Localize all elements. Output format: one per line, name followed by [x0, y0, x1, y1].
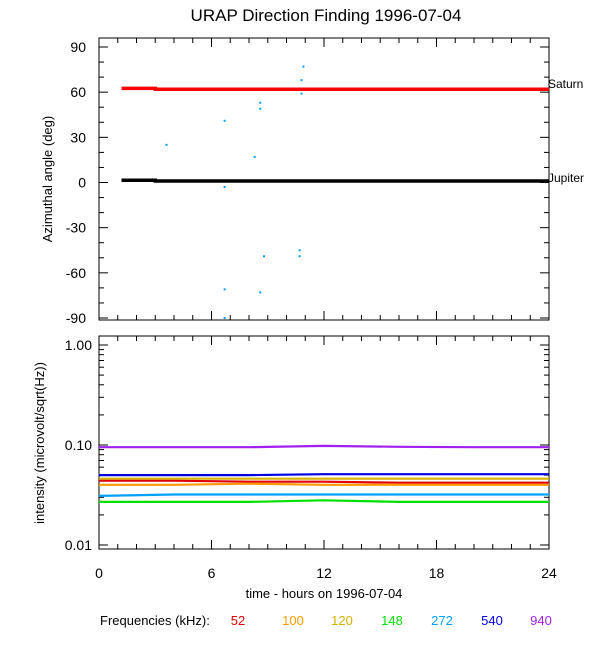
- azimuth-point: [300, 92, 303, 95]
- azimuth-point: [259, 291, 262, 294]
- intensity-line-540khz: [99, 473, 549, 477]
- x-tick-label: 24: [541, 565, 557, 581]
- azimuth-y-axis-label: Azimuthal angle (deg): [40, 116, 55, 242]
- azimuth-point: [223, 119, 226, 122]
- legend-item-540khz: 540: [481, 613, 503, 628]
- azimuth-point: [298, 249, 301, 252]
- azimuth-point: [300, 79, 303, 82]
- legend-item-120khz: 120: [331, 613, 353, 628]
- legend-items: 52 100 120 148 272 540 940: [231, 613, 552, 628]
- legend-item-272khz: 272: [431, 613, 453, 628]
- x-axis-label: time - hours on 1996-07-04: [246, 586, 403, 601]
- azimuth-panel: 90 60 30 0 -30 -60 -90 Azimuthal angle (deg) S…: [40, 37, 584, 326]
- x-tick-label: 12: [316, 565, 332, 581]
- saturn-label: Saturn: [548, 77, 583, 91]
- azimuth-point: [223, 186, 226, 189]
- intensity-plot-frame: [98, 335, 550, 550]
- azimuth-points: [165, 65, 305, 319]
- intensity-line-100khz: [99, 482, 549, 486]
- intensity-y-tick-label: 0.10: [65, 437, 92, 453]
- series-line-saturn: [121, 86, 549, 91]
- azimuth-y-tick-label: -30: [66, 220, 86, 236]
- intensity-line-148khz: [99, 499, 549, 503]
- azimuth-y-tick-label: -60: [66, 265, 86, 281]
- intensity-line-272khz: [98, 493, 549, 497]
- x-tick-label: 6: [208, 565, 216, 581]
- intensity-y-axis-label: intensity (microvolt/sqrt(Hz)): [32, 362, 47, 524]
- x-tick-label: 0: [95, 565, 103, 581]
- azimuth-y-tick-label: 30: [70, 129, 86, 145]
- azimuth-point: [259, 101, 262, 104]
- x-tick-label: 18: [429, 565, 445, 581]
- series-line-jupiter: [121, 178, 549, 183]
- legend-item-940khz: 940: [530, 613, 552, 628]
- azimuth-point: [302, 65, 305, 68]
- legend-item-52khz: 52: [231, 613, 245, 628]
- azimuth-point: [165, 143, 168, 146]
- legend-label: Frequencies (kHz):: [100, 613, 210, 628]
- intensity-panel: 1.00 0.10 0.01 0 6 12 18 24 intensity (microvo…: [32, 335, 557, 601]
- azimuth-y-tick-label: -90: [66, 310, 86, 326]
- azimuth-point: [223, 317, 226, 319]
- intensity-line-52khz: [99, 479, 549, 484]
- azimuth-tick-labels: 90 60 30 0 -30 -60 -90: [66, 39, 86, 326]
- azimuth-point: [253, 155, 256, 158]
- intensity-tick-marks: [98, 336, 550, 549]
- legend-item-148khz: 148: [381, 613, 403, 628]
- intensity-y-tick-label: 0.01: [65, 537, 92, 553]
- azimuth-point: [259, 107, 262, 110]
- azimuth-series: [121, 86, 549, 183]
- jupiter-label: Jupiter: [548, 171, 584, 185]
- azimuth-y-tick-label: 0: [78, 175, 86, 191]
- azimuth-point: [298, 255, 301, 258]
- frequency-legend: Frequencies (kHz): 52 100 120 148 272 540 940: [100, 613, 552, 628]
- azimuth-tick-marks: [98, 38, 550, 320]
- intensity-line-940khz: [99, 444, 549, 449]
- azimuth-point: [223, 288, 226, 291]
- x-tick-labels: 0 6 12 18 24: [95, 565, 557, 581]
- intensity-series: [98, 444, 549, 503]
- azimuth-point: [263, 255, 265, 258]
- chart-title: URAP Direction Finding 1996-07-04: [191, 6, 462, 25]
- intensity-y-tick-label: 1.00: [65, 337, 92, 353]
- intensity-tick-labels: 1.00 0.10 0.01: [65, 337, 92, 553]
- azimuth-plot-frame: [98, 37, 550, 321]
- azimuth-y-tick-label: 60: [70, 84, 86, 100]
- legend-item-100khz: 100: [282, 613, 304, 628]
- azimuth-y-tick-label: 90: [70, 39, 86, 55]
